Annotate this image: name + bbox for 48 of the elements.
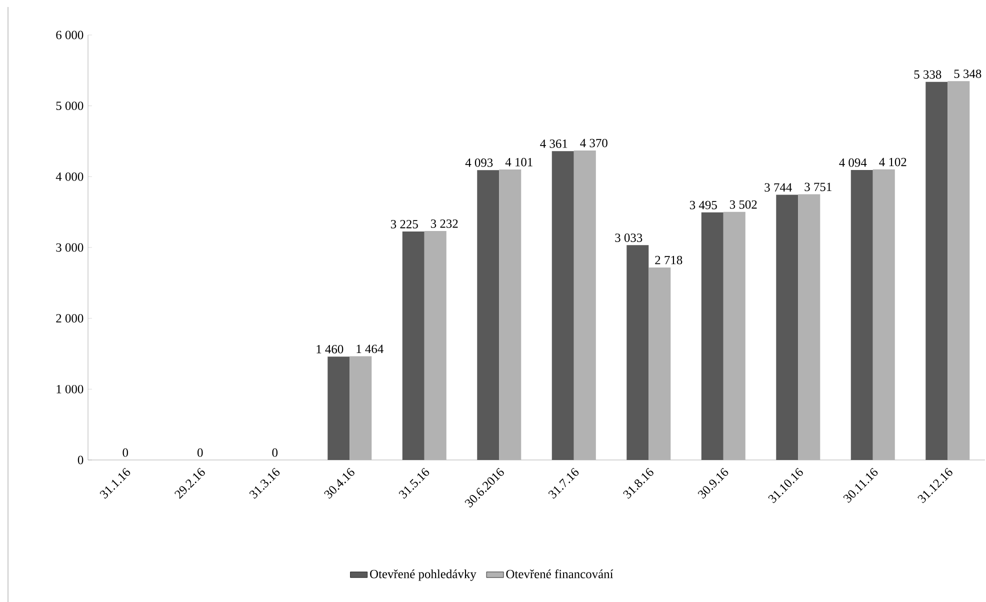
data-label: 4 361	[540, 140, 568, 148]
bar	[648, 267, 671, 460]
y-tick-label: 4 000	[56, 172, 84, 181]
data-label: 3 751	[804, 182, 832, 192]
data-label: 5 348	[954, 70, 982, 78]
data-label: 0	[122, 448, 128, 457]
data-label: 3 232	[430, 219, 458, 228]
bar	[776, 194, 798, 460]
data-label: 2 718	[655, 256, 682, 264]
y-tick-label: 5 000	[56, 102, 84, 110]
bar	[402, 232, 424, 460]
bar	[872, 169, 895, 460]
y-tick-label: 0	[78, 456, 84, 464]
bar	[499, 170, 522, 460]
y-tick-label: 3 000	[56, 243, 84, 252]
data-label: 4 101	[505, 158, 532, 166]
bar	[701, 212, 724, 460]
bar	[328, 356, 350, 460]
data-label: 0	[272, 448, 278, 457]
bar	[850, 170, 873, 460]
bar	[350, 356, 372, 460]
bar	[948, 81, 970, 460]
bar	[477, 170, 500, 460]
bar	[723, 212, 746, 460]
legend-label: Otevřené pohledávky	[370, 569, 476, 581]
data-label: 3 502	[730, 200, 757, 209]
data-label: 4 093	[465, 158, 493, 167]
data-label: 3 744	[764, 183, 792, 192]
data-label: 3 225	[390, 220, 418, 228]
data-label: 4 370	[580, 138, 608, 148]
bar	[552, 151, 574, 460]
bar	[798, 194, 820, 460]
data-label: 3 033	[615, 234, 642, 242]
y-tick-label: 6 000	[56, 30, 84, 40]
bar	[574, 150, 596, 460]
legend-label: Otevřené financování	[506, 569, 614, 578]
data-label: 3 495	[690, 200, 717, 210]
bar	[424, 231, 446, 460]
data-label: 5 338	[914, 70, 942, 79]
data-label: 1 460	[316, 344, 344, 354]
data-label: 1 464	[356, 344, 384, 354]
y-tick-label: 1 000	[56, 384, 84, 394]
bar	[626, 245, 649, 460]
data-label: 4 102	[879, 158, 906, 166]
y-tick-label: 2 000	[56, 314, 84, 323]
data-label: 0	[197, 448, 203, 457]
data-label: 4 094	[839, 158, 867, 167]
bar	[926, 82, 948, 460]
